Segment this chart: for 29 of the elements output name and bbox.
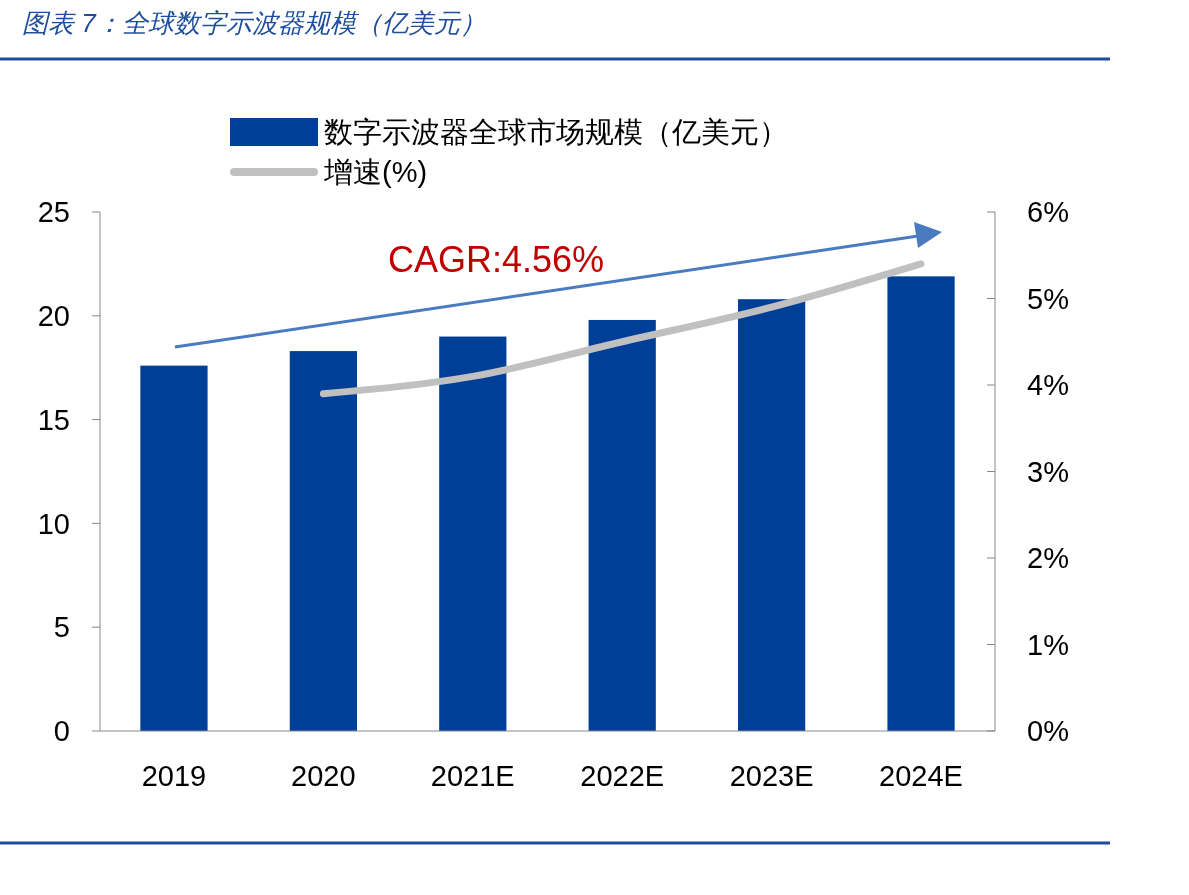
bar	[588, 319, 656, 731]
y-tick-label: 5	[53, 611, 70, 644]
bar	[439, 336, 507, 731]
x-tick-label: 2023E	[729, 760, 814, 792]
bar	[289, 351, 357, 731]
y2-tick-label: 6%	[1027, 196, 1069, 229]
y2-tick-label: 5%	[1027, 282, 1069, 315]
legend-label: 增速(%)	[323, 156, 428, 189]
y2-tick-label: 0%	[1027, 715, 1069, 748]
y2-tick-label: 4%	[1027, 369, 1069, 402]
x-tick-label: 2021E	[430, 760, 515, 792]
x-tick-label: 2024E	[879, 760, 963, 792]
y-tick-label: 20	[37, 299, 70, 332]
y2-tick-label: 1%	[1027, 628, 1069, 661]
y-tick-label: 10	[37, 507, 70, 540]
bar	[887, 276, 955, 731]
y2-tick-label: 2%	[1027, 542, 1069, 575]
x-tick-label: 2022E	[580, 760, 665, 792]
bar	[738, 299, 806, 731]
y-tick-label: 0	[53, 715, 70, 748]
x-tick-label: 2020	[291, 760, 356, 792]
bar	[140, 365, 208, 731]
x-tick-label: 2019	[141, 760, 207, 792]
y2-tick-label: 3%	[1027, 455, 1069, 488]
y-tick-label: 25	[37, 196, 70, 229]
chart-title: 图表 7：全球数字示波器规模（亿美元）	[22, 8, 486, 38]
y-tick-label: 15	[37, 403, 70, 436]
annotation: CAGR:4.56%	[388, 239, 605, 280]
legend-label: 数字示波器全球市场规模（亿美元）	[324, 116, 788, 149]
